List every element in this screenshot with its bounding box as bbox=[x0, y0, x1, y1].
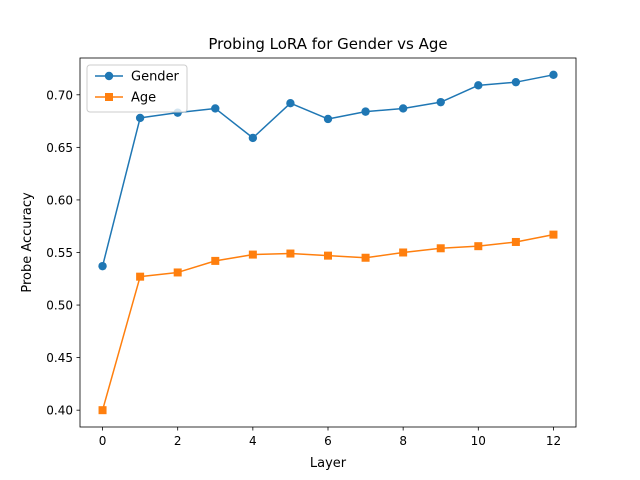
gender-data-point bbox=[398, 104, 408, 113]
x-tick-label: 2 bbox=[174, 434, 182, 448]
age-data-point bbox=[286, 249, 295, 258]
chart-title: Probing LoRA for Gender vs Age bbox=[208, 35, 447, 53]
age-data-point bbox=[211, 256, 220, 265]
gender-data-point bbox=[549, 70, 558, 80]
y-tick-label: 0.55 bbox=[46, 246, 73, 260]
gender-data-point bbox=[211, 104, 220, 113]
legend-gender-marker bbox=[104, 71, 114, 81]
x-tick-label: 6 bbox=[324, 434, 332, 448]
age-data-point bbox=[324, 251, 332, 260]
gender-data-point bbox=[135, 113, 145, 123]
age-data-point bbox=[474, 242, 483, 251]
gender-data-point bbox=[323, 114, 333, 124]
age-data-point bbox=[549, 230, 558, 239]
x-tick-label: 10 bbox=[471, 434, 486, 448]
x-tick-label: 8 bbox=[399, 434, 407, 448]
y-tick-label: 0.50 bbox=[46, 299, 73, 313]
age-data-point bbox=[98, 406, 107, 415]
legend-age-label: Age bbox=[131, 91, 156, 106]
age-data-point bbox=[511, 237, 520, 246]
age-data-point bbox=[136, 272, 145, 281]
y-axis-ticks: 0.40 0.45 0.50 0.55 0.60 0.65 0.70 bbox=[46, 88, 80, 418]
age-data-point bbox=[248, 250, 257, 259]
gender-data-point bbox=[474, 81, 483, 90]
legend-gender-label: Gender bbox=[131, 70, 180, 85]
y-axis-label: Probe Accuracy bbox=[20, 192, 35, 293]
age-data-point bbox=[173, 268, 182, 277]
y-tick-label: 0.70 bbox=[46, 88, 73, 102]
age-data-point bbox=[436, 244, 445, 253]
x-axis-ticks: 0 2 4 6 8 10 12 bbox=[99, 427, 561, 448]
gender-data-point bbox=[361, 107, 370, 116]
age-data-point bbox=[399, 248, 408, 257]
legend-age-marker bbox=[105, 93, 113, 101]
y-tick-label: 0.65 bbox=[46, 141, 73, 155]
gender-data-point bbox=[286, 99, 295, 108]
x-tick-label: 0 bbox=[99, 434, 107, 448]
gender-data-point bbox=[511, 77, 521, 87]
x-tick-label: 12 bbox=[546, 434, 561, 448]
gender-data-point bbox=[436, 97, 445, 107]
age-data-point bbox=[361, 253, 370, 262]
gender-data-point bbox=[98, 261, 107, 271]
y-tick-label: 0.60 bbox=[46, 193, 73, 207]
x-axis-label: Layer bbox=[310, 456, 347, 471]
gender-data-point bbox=[248, 133, 258, 143]
legend: Gender Age bbox=[86, 64, 188, 113]
axes-frame bbox=[79, 57, 577, 428]
x-tick-label: 4 bbox=[249, 434, 257, 448]
y-tick-label: 0.40 bbox=[46, 404, 73, 418]
y-tick-label: 0.45 bbox=[46, 351, 73, 365]
